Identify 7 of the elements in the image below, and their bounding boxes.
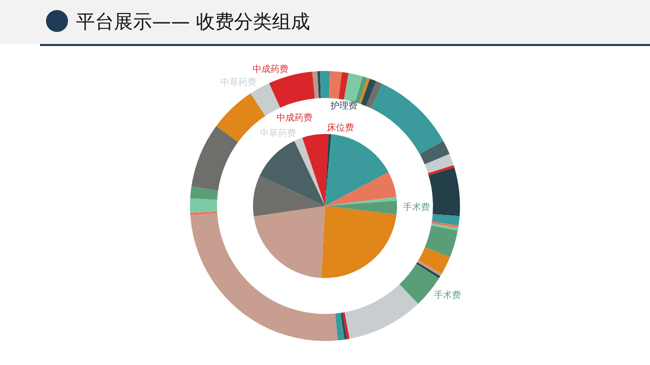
slice-label: 手术费 xyxy=(434,290,461,301)
slice-label: 中成药费 xyxy=(276,112,313,124)
chart-title: 平台展示—— 收费分类组成 xyxy=(76,10,310,35)
slice-label: 护理费 xyxy=(329,100,358,112)
slice-label: 中成药费 xyxy=(252,64,289,76)
slice-label: 床位费 xyxy=(326,122,354,134)
slice-label: 手术费 xyxy=(402,202,430,214)
